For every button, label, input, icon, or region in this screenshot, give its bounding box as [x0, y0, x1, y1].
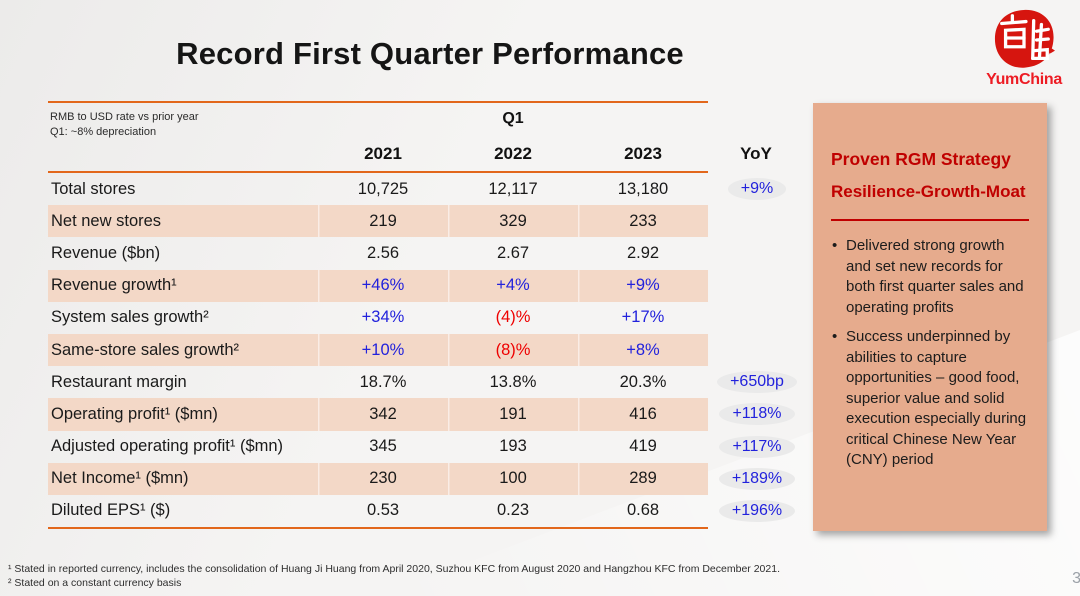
row-label: Revenue ($bn) [51, 243, 161, 262]
yoy-badge: +189% [718, 467, 796, 490]
table-row: Net new stores 219 329 233 [48, 205, 806, 238]
footnotes: ¹ Stated in reported currency, includes … [8, 562, 780, 590]
cell-2022: 2.67 [496, 243, 530, 262]
cell-yoy: +118% [708, 398, 806, 430]
cell-2021: 219 [318, 205, 448, 238]
cell-2021: +46% [318, 269, 448, 302]
cell-yoy [708, 334, 806, 366]
yoy-badge: +650bp [717, 371, 797, 394]
cell-2021: 2.56 [366, 243, 400, 262]
cell-2023: +17% [621, 308, 665, 327]
row-label: Net new stores [48, 205, 318, 238]
col-header-2023: 2023 [624, 144, 662, 163]
cell-2021: 18.7% [359, 372, 407, 391]
cell-2022: 193 [499, 437, 527, 456]
row-label: Adjusted operating profit¹ ($mn) [51, 437, 284, 456]
col-header-yoy: YoY [740, 144, 772, 163]
yoy-badge: +196% [718, 499, 796, 522]
yumchina-seal-icon [994, 9, 1055, 68]
table-row: Revenue ($bn) 2.56 2.67 2.92 [48, 237, 806, 269]
cell-2022: (4)% [495, 308, 531, 327]
table-row: Revenue growth¹ +46% +4% +9% [48, 269, 806, 302]
table-row: Net Income¹ ($mn) 230 100 289 +189% [48, 462, 806, 495]
page-number: 3 [1072, 570, 1080, 587]
cell-2021: 345 [369, 437, 397, 456]
cell-2022: 13.8% [489, 372, 537, 391]
cell-2023: +9% [578, 269, 708, 302]
col-header-2021: 2021 [364, 144, 402, 163]
cell-2021: 342 [318, 398, 448, 431]
table-row: Total stores 10,725 12,117 13,180 +9% [48, 173, 806, 205]
cell-2022: +4% [448, 269, 578, 302]
footnote-1: ¹ Stated in reported currency, includes … [8, 563, 780, 575]
row-label: Net Income¹ ($mn) [48, 462, 318, 495]
panel-subheading: Resilience-Growth-Moat [831, 182, 1026, 201]
table-row: System sales growth² +34% (4)% +17% [48, 302, 806, 334]
cell-2023: 419 [629, 437, 657, 456]
quarter-header: Q1 [502, 110, 524, 127]
cell-2021: 230 [318, 462, 448, 495]
cell-2022: 191 [448, 398, 578, 431]
row-label: Operating profit¹ ($mn) [48, 398, 318, 431]
cell-2023: 2.92 [626, 243, 660, 262]
cell-yoy: +196% [708, 495, 806, 527]
row-label: Diluted EPS¹ ($) [51, 501, 171, 520]
cell-yoy: +9% [708, 173, 806, 205]
cell-2023: +8% [578, 333, 708, 367]
cell-2023: 289 [578, 462, 708, 495]
row-label: System sales growth² [51, 308, 209, 327]
table-header-rule [48, 171, 708, 173]
cell-yoy [708, 270, 806, 302]
yoy-badge: +9% [727, 178, 787, 201]
panel-bullet: Success underpinned by abilities to capt… [831, 327, 1032, 471]
row-label: Revenue growth¹ [48, 269, 318, 302]
panel-heading: Proven RGM Strategy [831, 149, 1011, 169]
yoy-badge: +117% [719, 435, 795, 458]
cell-2022: 12,117 [488, 179, 538, 198]
cell-2022: 100 [448, 462, 578, 495]
cell-2021: +34% [361, 308, 405, 327]
cell-2021: 10,725 [357, 179, 409, 198]
cell-2023: 0.68 [626, 501, 660, 520]
cell-yoy: +650bp [708, 366, 806, 398]
table-row: Operating profit¹ ($mn) 342 191 416 +118… [48, 398, 806, 431]
table-row: Restaurant margin 18.7% 13.8% 20.3% +650… [48, 366, 806, 398]
cell-2023: 416 [578, 398, 708, 431]
cell-2022: (8)% [448, 333, 578, 367]
panel-bullet-list: Delivered strong growth and set new reco… [831, 236, 1032, 471]
row-label: Restaurant margin [51, 372, 187, 391]
cell-yoy: +117% [708, 431, 806, 463]
footnote-2: ² Stated on a constant currency basis [8, 577, 182, 589]
cell-yoy [708, 237, 806, 269]
cell-2023: 233 [578, 205, 708, 238]
table-row: Diluted EPS¹ ($) 0.53 0.23 0.68 +196% [48, 495, 806, 527]
table-row: Same-store sales growth² +10% (8)% +8% [48, 333, 806, 367]
yumchina-wordmark: YumChina [986, 71, 1062, 88]
cell-2023: 13,180 [617, 179, 669, 198]
cell-2023: 20.3% [619, 372, 667, 391]
row-label: Total stores [51, 179, 136, 198]
table-rows: Total stores 10,725 12,117 13,180 +9% Ne… [48, 173, 806, 527]
panel-divider [831, 219, 1029, 221]
row-label: Same-store sales growth² [48, 333, 318, 367]
rgm-strategy-panel: Proven RGM Strategy Resilience-Growth-Mo… [813, 103, 1047, 531]
page-title: Record First Quarter Performance [176, 36, 684, 71]
cell-yoy [708, 302, 806, 334]
table-top-rule [48, 101, 708, 103]
fx-rate-note: RMB to USD rate vs prior year Q1: ~8% de… [50, 111, 199, 138]
table-bottom-rule [48, 527, 708, 529]
panel-bullet: Delivered strong growth and set new reco… [831, 236, 1032, 318]
cell-2021: +10% [318, 333, 448, 367]
yumchina-logo: YumChina [976, 8, 1072, 89]
col-header-2022: 2022 [494, 144, 532, 163]
cell-yoy [708, 205, 806, 237]
cell-2021: 0.53 [366, 501, 400, 520]
yoy-badge: +118% [719, 403, 795, 426]
table-row: Adjusted operating profit¹ ($mn) 345 193… [48, 431, 806, 463]
cell-yoy: +189% [708, 463, 806, 495]
cell-2022: 329 [448, 205, 578, 238]
cell-2022: 0.23 [496, 501, 530, 520]
